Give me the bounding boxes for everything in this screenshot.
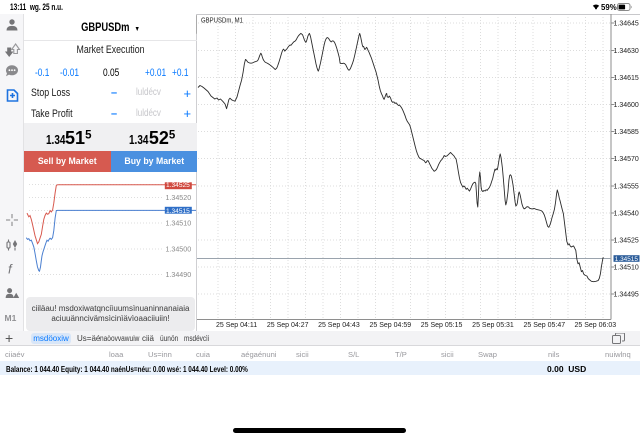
svg-text:25 Sep 04:11: 25 Sep 04:11	[216, 322, 257, 329]
svg-text:f: f	[8, 262, 13, 277]
svg-text:1.34585: 1.34585	[614, 129, 639, 136]
svg-text:1.34515: 1.34515	[615, 256, 639, 263]
svg-text:1.34615: 1.34615	[614, 75, 639, 82]
svg-text:1.34510: 1.34510	[614, 265, 639, 272]
svg-text:25 Sep 04:27: 25 Sep 04:27	[267, 322, 309, 329]
svg-text:1.34495: 1.34495	[614, 292, 639, 299]
svg-text:1.34645: 1.34645	[614, 21, 639, 28]
svg-text:25 Sep 04:59: 25 Sep 04:59	[369, 322, 411, 329]
svg-text:1.34490: 1.34490	[166, 271, 192, 279]
svg-text:25 Sep 05:15: 25 Sep 05:15	[421, 322, 463, 329]
svg-text:1.34525: 1.34525	[166, 182, 190, 189]
svg-text:1.34540: 1.34540	[614, 210, 639, 217]
svg-text:25 Sep 06:03: 25 Sep 06:03	[574, 322, 616, 329]
svg-text:GBPUSDm, M1: GBPUSDm, M1	[201, 16, 243, 25]
svg-text:25 Sep 05:31: 25 Sep 05:31	[472, 322, 514, 329]
svg-text:1.34520: 1.34520	[166, 194, 192, 202]
svg-text:1.34510: 1.34510	[166, 220, 192, 228]
svg-text:1.34525: 1.34525	[614, 238, 639, 245]
svg-text:25 Sep 04:43: 25 Sep 04:43	[318, 322, 360, 329]
svg-text:1.34630: 1.34630	[614, 48, 639, 55]
svg-text:1.34500: 1.34500	[166, 246, 192, 254]
svg-text:1.34555: 1.34555	[614, 183, 639, 190]
svg-text:1.34515: 1.34515	[166, 208, 190, 215]
svg-text:25 Sep 05:47: 25 Sep 05:47	[523, 322, 565, 329]
svg-text:1.34570: 1.34570	[614, 156, 639, 163]
svg-text:1.34600: 1.34600	[614, 102, 639, 109]
